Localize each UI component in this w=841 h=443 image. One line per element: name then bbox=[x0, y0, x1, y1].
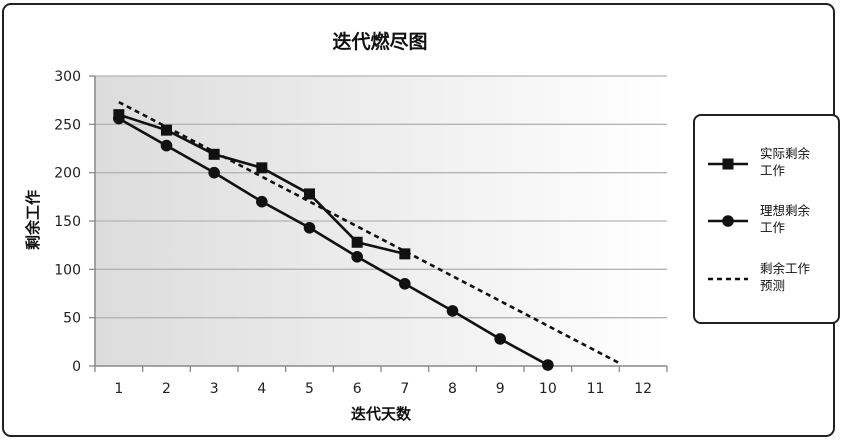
legend-item: 实际剩余工作 bbox=[708, 146, 811, 178]
y-tick-label: 100 bbox=[54, 262, 81, 278]
y-tick-label: 50 bbox=[63, 311, 81, 327]
x-axis-label: 迭代天数 bbox=[351, 405, 412, 423]
x-tick-label: 4 bbox=[257, 381, 266, 397]
y-tick-label: 250 bbox=[54, 117, 81, 133]
x-tick-label: 9 bbox=[496, 381, 505, 397]
x-tick-label: 3 bbox=[210, 381, 219, 397]
series-line bbox=[118, 117, 549, 367]
legend-label: 实际剩余工作 bbox=[760, 146, 811, 178]
x-tick-label: 1 bbox=[114, 381, 123, 397]
x-tick-label: 10 bbox=[539, 381, 557, 397]
gridlines bbox=[95, 75, 667, 319]
x-tick-label: 11 bbox=[587, 381, 605, 397]
x-tick-label: 6 bbox=[353, 381, 362, 397]
data-point bbox=[351, 250, 363, 263]
x-tick-label: 12 bbox=[634, 381, 652, 397]
y-tick-label: 300 bbox=[54, 69, 81, 85]
x-axis-ticks: 1 2 3 4 5 6 7 8 9 10 11 12 bbox=[94, 366, 668, 397]
x-tick-label: 7 bbox=[400, 381, 409, 397]
data-point bbox=[208, 148, 220, 160]
series-3 bbox=[118, 100, 620, 365]
legend-item: 理想剩余工作 bbox=[708, 203, 811, 235]
y-tick-label: 200 bbox=[54, 166, 81, 182]
chart-title: 迭代燃尽图 bbox=[332, 30, 427, 53]
y-tick-label: 0 bbox=[72, 359, 81, 375]
series-layer bbox=[113, 100, 620, 371]
legend-swatch-marker bbox=[722, 215, 734, 227]
data-point bbox=[256, 195, 268, 208]
data-point bbox=[399, 278, 411, 290]
y-tick-label: 150 bbox=[54, 214, 81, 230]
data-point bbox=[256, 162, 268, 174]
y-axis-label: 剩余工作 bbox=[24, 190, 42, 250]
series-line bbox=[118, 100, 620, 365]
data-point bbox=[304, 188, 315, 200]
data-point bbox=[303, 221, 316, 234]
data-point bbox=[399, 248, 411, 260]
legend-label: 理想剩余工作 bbox=[760, 203, 811, 235]
data-point bbox=[160, 139, 173, 152]
x-tick-label: 2 bbox=[162, 381, 171, 397]
x-tick-label: 8 bbox=[448, 381, 457, 397]
data-point bbox=[208, 166, 220, 179]
data-point bbox=[113, 112, 125, 125]
data-point bbox=[446, 305, 459, 317]
data-point bbox=[494, 333, 506, 345]
data-point bbox=[161, 124, 172, 136]
data-point bbox=[351, 236, 363, 248]
data-point bbox=[542, 359, 554, 371]
y-axis-ticks: 0 50 100 150 200 250 300 bbox=[54, 69, 95, 375]
x-tick-label: 5 bbox=[305, 381, 314, 397]
legend-label: 剩余工作预测 bbox=[760, 261, 811, 293]
series-2 bbox=[113, 112, 554, 371]
legend-item: 剩余工作预测 bbox=[708, 261, 811, 293]
legend-swatch-marker bbox=[722, 158, 734, 170]
